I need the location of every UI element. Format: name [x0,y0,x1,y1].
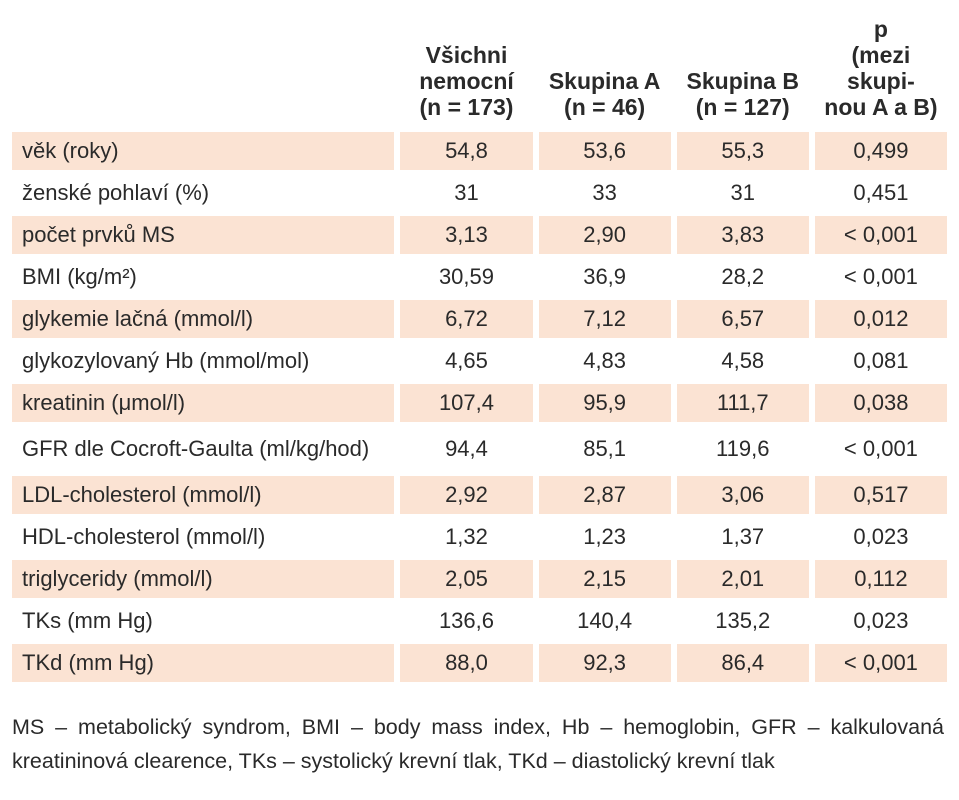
cell-p-value: < 0,001 [814,644,947,682]
cell-p-value: 0,451 [853,180,909,205]
row-label: kreatinin (μmol/l) [12,384,395,422]
cell-p-value: 0,038 [814,384,947,422]
cell-group-a: 33 [592,180,617,205]
cell-group-a: 2,87 [538,476,671,514]
header-label [12,14,394,128]
cell-group-b: 55,3 [676,132,809,170]
cell-group-b: 3,83 [676,216,809,254]
header-group-b: Skupina B (n = 127) [686,68,799,120]
cell-group-a: 95,9 [538,384,671,422]
row-label: glykemie lačná (mmol/l) [12,300,395,338]
table-container: Všichni nemocní (n = 173) Skupina A (n = 46… [6,10,953,686]
row-label: věk (roky) [12,132,395,170]
cell-group-b: 1,37 [721,524,765,549]
table-row: TKs (mm Hg) 136,6 140,4 135,2 0,023 [12,602,947,640]
cell-group-a: 1,23 [583,524,627,549]
cell-p-value: < 0,001 [814,216,947,254]
row-label: BMI (kg/m²) [22,264,137,289]
cell-p-value: 0,112 [814,560,947,598]
cell-all-patients: 54,8 [400,132,533,170]
cell-group-b: 135,2 [715,608,771,633]
cell-all-patients: 136,6 [438,608,494,633]
cell-group-b: 86,4 [676,644,809,682]
cell-p-value: 0,517 [814,476,947,514]
row-label: TKd (mm Hg) [12,644,395,682]
table-row: GFR dle Cocroft-Gaulta (ml/kg/hod) 94,4 85… [12,426,947,472]
cell-all-patients: 2,05 [400,560,533,598]
cell-all-patients: 30,59 [438,264,494,289]
cell-all-patients: 6,72 [400,300,533,338]
table-row: LDL-cholesterol (mmol/l) 2,92 2,87 3,06 0,51… [12,476,947,514]
cell-group-a: 140,4 [577,608,633,633]
cell-group-a: 85,1 [583,436,627,461]
header-all-patients: Všichni nemocní (n = 173) [419,42,514,120]
cell-p-value: 0,023 [853,524,909,549]
cell-group-a: 4,83 [583,348,627,373]
cell-all-patients: 4,65 [445,348,488,373]
table-row: TKd (mm Hg) 88,0 92,3 86,4 < 0,001 [12,644,947,682]
cell-group-b: 31 [730,180,755,205]
cell-p-value: 0,023 [853,608,909,633]
cell-group-b: 6,57 [676,300,809,338]
cell-p-value: < 0,001 [843,264,918,289]
header-row: Všichni nemocní (n = 173) Skupina A (n = 46… [12,14,947,128]
header-group-a: Skupina A (n = 46) [548,68,661,120]
footnote: MS – metabolický syndrom, BMI – body mas… [12,715,944,773]
cell-group-b: 111,7 [676,384,809,422]
cell-all-patients: 94,4 [445,436,488,461]
cell-group-b: 4,58 [721,348,765,373]
table-row: HDL-cholesterol (mmol/l) 1,32 1,23 1,37 0,02… [12,518,947,556]
cell-all-patients: 2,92 [400,476,533,514]
table-row: ženské pohlaví (%) 31 33 31 0,451 [12,174,947,212]
row-label: počet prvků MS [12,216,395,254]
row-label: ženské pohlaví (%) [22,180,210,205]
cell-all-patients: 107,4 [400,384,533,422]
row-label: LDL-cholesterol (mmol/l) [12,476,395,514]
cell-all-patients: 88,0 [400,644,533,682]
cell-all-patients: 3,13 [400,216,533,254]
cell-p-value: 0,012 [814,300,947,338]
row-label: glykozylovaný Hb (mmol/mol) [22,348,310,373]
data-table: Všichni nemocní (n = 173) Skupina A (n = 46… [6,10,953,686]
table-row: glykemie lačná (mmol/l) 6,72 7,12 6,57 0,012 [12,300,947,338]
cell-p-value: < 0,001 [843,436,918,461]
row-label: triglyceridy (mmol/l) [12,560,395,598]
cell-all-patients: 31 [454,180,479,205]
cell-p-value: 0,499 [814,132,947,170]
cell-group-b: 2,01 [676,560,809,598]
table-row: věk (roky) 54,8 53,6 55,3 0,499 [12,132,947,170]
cell-group-b: 28,2 [721,264,765,289]
cell-group-a: 36,9 [583,264,627,289]
table-row: triglyceridy (mmol/l) 2,05 2,15 2,01 0,112 [12,560,947,598]
row-label: GFR dle Cocroft-Gaulta (ml/kg/hod) [22,436,370,461]
cell-group-b: 119,6 [716,436,770,461]
table-row: kreatinin (μmol/l) 107,4 95,9 111,7 0,038 [12,384,947,422]
table-body: věk (roky) 54,8 53,6 55,3 0,499 ženské pohlav… [12,132,947,682]
cell-group-b: 3,06 [676,476,809,514]
row-label: TKs (mm Hg) [22,608,153,633]
cell-group-a: 92,3 [538,644,671,682]
table-row: glykozylovaný Hb (mmol/mol) 4,65 4,83 4,58 0… [12,342,947,380]
table-row: BMI (kg/m²) 30,59 36,9 28,2 < 0,001 [12,258,947,296]
table-row: počet prvků MS 3,13 2,90 3,83 < 0,001 [12,216,947,254]
cell-group-a: 53,6 [538,132,671,170]
cell-all-patients: 1,32 [445,524,488,549]
cell-p-value: 0,081 [853,348,909,373]
header-p-value: p (mezi skupi-nou A a B) [824,16,938,120]
row-label: HDL-cholesterol (mmol/l) [22,524,266,549]
cell-group-a: 2,90 [538,216,671,254]
cell-group-a: 2,15 [538,560,671,598]
cell-group-a: 7,12 [538,300,671,338]
